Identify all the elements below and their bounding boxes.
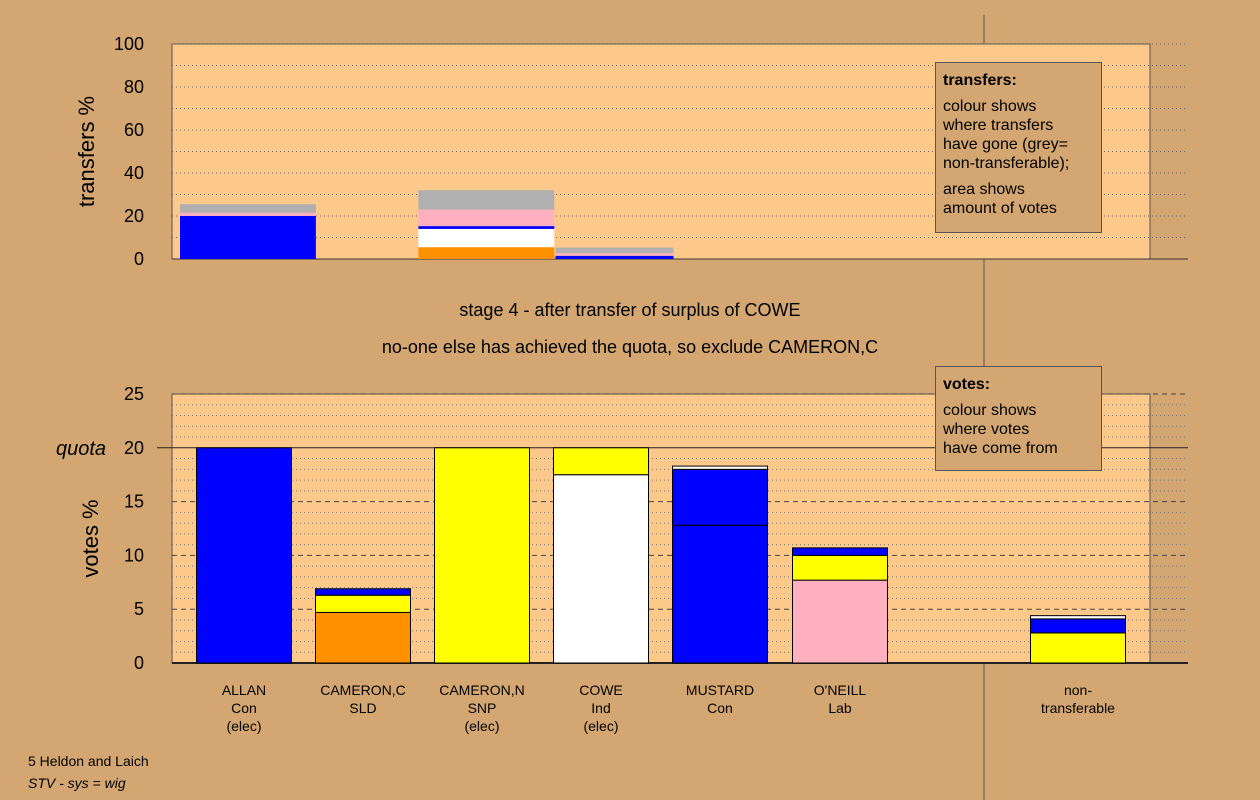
- votes-legend: votes: colour shows where votes have com…: [935, 366, 1102, 471]
- transfers-legend: transfers: colour shows where transfers …: [935, 62, 1102, 233]
- vote-segment-ind: [672, 465, 768, 470]
- y-tick-label: 60: [124, 120, 144, 140]
- x-tick-label: Ind: [591, 700, 610, 716]
- transfer-segment-nontransferable: [555, 247, 674, 254]
- vote-segment-snp: [792, 554, 888, 581]
- votes-legend-title: votes:: [943, 376, 991, 393]
- vote-segment-con: [196, 447, 292, 664]
- x-tick-label: Lab: [828, 700, 852, 716]
- legend-text: area shows: [943, 181, 1025, 198]
- x-tick-label: ALLAN: [222, 682, 266, 698]
- y-tick-label: 10: [124, 545, 144, 565]
- legend-text: colour shows: [943, 98, 1037, 115]
- y-tick-label: 0: [134, 653, 144, 673]
- vote-segment-lab: [792, 579, 888, 664]
- vote-segment-con: [672, 468, 768, 526]
- x-tick-label: SNP: [468, 700, 497, 716]
- y-tick-label: 15: [124, 492, 144, 512]
- vote-segment-sld: [315, 611, 411, 664]
- y-axis-label: transfers %: [74, 96, 99, 207]
- x-tick-label: Con: [707, 700, 733, 716]
- quota-label: quota: [56, 438, 106, 460]
- x-tick-label: MUSTARD: [686, 682, 754, 698]
- vote-segment-snp: [553, 447, 649, 476]
- transfers-legend-title: transfers:: [943, 72, 1017, 89]
- transfer-segment-sld: [418, 247, 555, 259]
- legend-text: where votes: [943, 421, 1030, 438]
- x-tick-label: (elec): [464, 718, 499, 734]
- legend-text: have come from: [943, 440, 1058, 457]
- y-tick-label: 20: [124, 438, 144, 458]
- legend-text: colour shows: [943, 402, 1037, 419]
- legend-text: where transfers: [943, 117, 1054, 134]
- transfer-segment-lab: [555, 253, 674, 256]
- transfer-segment-ind: [418, 228, 555, 248]
- legend-text: amount of votes: [943, 200, 1057, 217]
- vote-segment-ind: [1030, 615, 1126, 620]
- vote-segment-ind: [553, 474, 649, 664]
- legend-text: have gone (grey=: [943, 136, 1068, 153]
- transfer-segment-nontransferable: [418, 190, 555, 210]
- system-label: STV - sys = wig: [28, 775, 126, 791]
- constituency-label: 5 Heldon and Laich: [28, 753, 149, 769]
- x-tick-label: O'NEILL: [814, 682, 867, 698]
- x-tick-label: COWE: [579, 682, 623, 698]
- x-tick-label: Con: [231, 700, 257, 716]
- vote-segment-snp: [434, 447, 530, 664]
- vote-segment-con: [672, 524, 768, 664]
- transfer-segment-lab: [418, 209, 555, 227]
- stage-caption: stage 4 - after transfer of surplus of C…: [459, 300, 801, 320]
- legend-text: non-transferable);: [943, 155, 1070, 172]
- y-tick-label: 100: [114, 34, 144, 54]
- transfer-segment-nontransferable: [180, 204, 316, 213]
- y-tick-label: 25: [124, 384, 144, 404]
- votes-chart: 0 5 10 15 20 25 quota votes % ALLAN Con (elec) CAME…: [56, 384, 1188, 734]
- x-tick-label: transferable: [1041, 700, 1115, 716]
- vote-segment-con: [792, 547, 888, 556]
- x-tick-label: SLD: [349, 700, 376, 716]
- vote-segment-con: [1030, 618, 1126, 634]
- y-tick-label: 20: [124, 206, 144, 226]
- vote-segment-snp: [1030, 632, 1126, 664]
- exclusion-caption: no-one else has achieved the quota, so e…: [381, 337, 879, 357]
- y-tick-label: 40: [124, 163, 144, 183]
- y-tick-label: 0: [134, 249, 144, 269]
- x-tick-label: (elec): [583, 718, 618, 734]
- y-tick-label: 5: [134, 599, 144, 619]
- x-tick-label: CAMERON,N: [439, 682, 525, 698]
- vote-segment-snp: [315, 594, 411, 613]
- transfer-segment-lab: [180, 212, 316, 216]
- y-tick-label: 80: [124, 77, 144, 97]
- x-tick-label: (elec): [226, 718, 261, 734]
- transfer-segment-con: [180, 216, 316, 259]
- transfer-segment-con: [555, 255, 674, 259]
- x-tick-label: CAMERON,C: [320, 682, 406, 698]
- y-axis-label: votes %: [78, 499, 103, 577]
- transfer-segment-con: [418, 226, 555, 229]
- x-tick-label: non-: [1064, 682, 1092, 698]
- vote-segment-con: [315, 588, 411, 596]
